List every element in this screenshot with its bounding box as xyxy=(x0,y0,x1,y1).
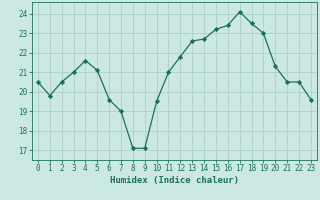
X-axis label: Humidex (Indice chaleur): Humidex (Indice chaleur) xyxy=(110,176,239,185)
